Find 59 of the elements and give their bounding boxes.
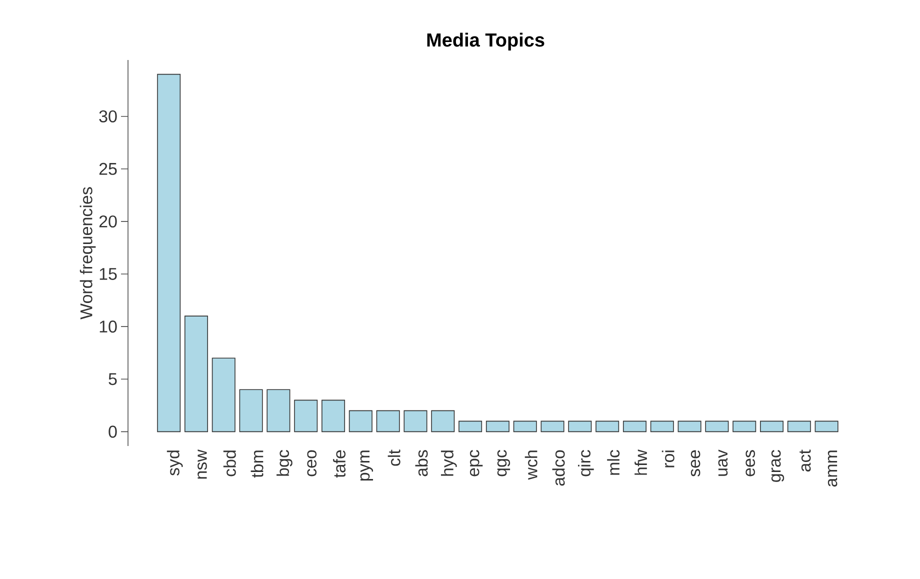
bar <box>376 410 400 432</box>
bar <box>513 420 537 432</box>
bar <box>294 400 318 432</box>
bar <box>787 420 811 432</box>
x-tick-label: cbd <box>223 450 236 476</box>
x-tick-label: see <box>690 450 700 476</box>
x-tick-label: uav <box>718 450 728 476</box>
y-tick-label: 5 <box>108 373 117 386</box>
bar <box>184 316 208 432</box>
bar <box>239 389 263 432</box>
x-tick-label: abs <box>415 450 428 476</box>
y-tick-label: 15 <box>100 268 117 280</box>
x-tick-label: bgc <box>276 450 292 476</box>
x-tick-label: adco <box>552 450 565 486</box>
x-tick-label: tafe <box>333 450 346 478</box>
bar <box>814 420 838 432</box>
x-tick-label: grac <box>771 450 784 482</box>
bar <box>568 420 592 432</box>
x-tick-label: ceo <box>307 450 317 476</box>
x-tick-label: ees <box>746 450 756 476</box>
x-tick-label: act <box>800 450 811 472</box>
x-tick-label: epc <box>470 450 483 476</box>
bar <box>157 74 181 432</box>
x-tick-label: hyd <box>440 450 457 476</box>
bar <box>622 420 646 432</box>
bar <box>458 420 482 432</box>
y-axis-title: Word frequencies <box>80 187 96 320</box>
y-tick-label: 0 <box>108 426 117 438</box>
bar <box>596 420 620 432</box>
bar <box>760 420 784 432</box>
bar <box>678 420 702 432</box>
y-tick-label: 10 <box>100 320 117 333</box>
bar <box>431 410 455 432</box>
bar <box>650 420 674 432</box>
bar <box>540 420 564 432</box>
bar <box>266 389 290 432</box>
x-tick-label: syd <box>166 450 183 476</box>
x-tick-label: nsw <box>198 450 207 479</box>
bar <box>486 420 510 432</box>
y-tick-label: 25 <box>99 162 117 175</box>
bar <box>705 420 729 432</box>
x-tick-label: amm <box>828 450 838 487</box>
x-tick-label: hfw <box>634 450 647 475</box>
bar <box>404 410 428 432</box>
x-tick-label: tbm <box>250 450 264 478</box>
x-tick-label: mlc <box>607 450 620 475</box>
bar <box>322 400 346 432</box>
x-tick-label: qirc <box>578 450 594 476</box>
y-tick-label: 30 <box>99 110 117 122</box>
bar <box>732 420 756 432</box>
bar <box>212 358 236 432</box>
bar <box>348 410 372 432</box>
x-tick-label: wch <box>524 450 538 480</box>
x-tick-label: pym <box>360 450 374 481</box>
chart-title: Media Topics <box>427 32 544 50</box>
y-tick-label: 20 <box>99 215 117 228</box>
x-tick-label: qgc <box>497 450 510 476</box>
x-tick-label: roi <box>662 450 674 468</box>
x-tick-label: clt <box>388 450 400 466</box>
